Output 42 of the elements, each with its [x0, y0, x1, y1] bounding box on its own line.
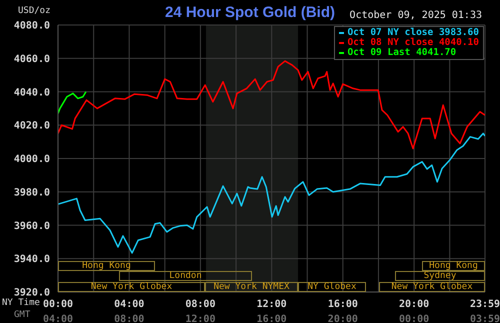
x2-tick-label: 20:00	[328, 314, 358, 323]
legend-label: Oct 07 NY close 3983.60	[346, 27, 479, 38]
y-tick-label: 4000.0	[14, 154, 50, 166]
y-tick-label: 3940.0	[14, 254, 50, 266]
x2-tick-label: 08:00	[114, 314, 144, 323]
x-tick-label: 16:00	[328, 299, 358, 310]
session-box: New York Globex	[58, 282, 205, 292]
x-tick-label: 12:00	[256, 299, 287, 310]
y-tick-label: 4020.0	[14, 120, 50, 132]
legend-label: Oct 09 Last 4041.70	[346, 47, 458, 58]
x-tick-label: 04:00	[114, 299, 144, 310]
x2-tick-label: 03:59	[470, 314, 500, 323]
x-tick-label: 23:59	[470, 299, 500, 310]
y-tick-label: 4080.0	[14, 20, 50, 32]
x-tick-label: 00:00	[42, 299, 74, 310]
line-series	[58, 132, 485, 254]
session-box: London	[119, 271, 252, 281]
y-tick-label: 3980.0	[14, 187, 50, 198]
y-tick-label: 4060.0	[14, 54, 50, 65]
y-tick-label: 3960.0	[14, 220, 50, 232]
x2-tick-label: 04:00	[42, 314, 74, 323]
y-tick-label: 4040.0	[14, 87, 50, 98]
y-tick-label: 3920.0	[14, 288, 50, 299]
line-series	[58, 91, 87, 114]
x2-tick-label: 00:00	[399, 314, 430, 323]
session-box: Sydney	[395, 271, 485, 281]
x-tick-label: 20:00	[399, 299, 430, 310]
session-box: Hong Kong	[422, 261, 485, 271]
chart-title: 24 Hour Spot Gold (Bid)	[165, 4, 335, 21]
line-series	[58, 60, 485, 150]
x-tick-label: 08:00	[185, 299, 216, 310]
session-box: New York NYMEX	[205, 282, 298, 292]
x-axis-title: NY Time	[2, 298, 40, 308]
legend-label: Oct 08 NY close 4040.10	[346, 37, 479, 48]
chart-subtitle: October 09, 2025 01:33	[350, 10, 482, 21]
x2-tick-label: 12:00	[185, 314, 216, 323]
session-box: NY Globex	[298, 282, 366, 292]
x2-axis-title: GMT	[14, 310, 30, 320]
session-box: New York Globex	[379, 282, 485, 292]
session-box: Hong Kong	[58, 261, 155, 271]
y-axis-title: USD/oz	[18, 6, 51, 16]
x2-tick-label: 16:00	[256, 314, 287, 323]
